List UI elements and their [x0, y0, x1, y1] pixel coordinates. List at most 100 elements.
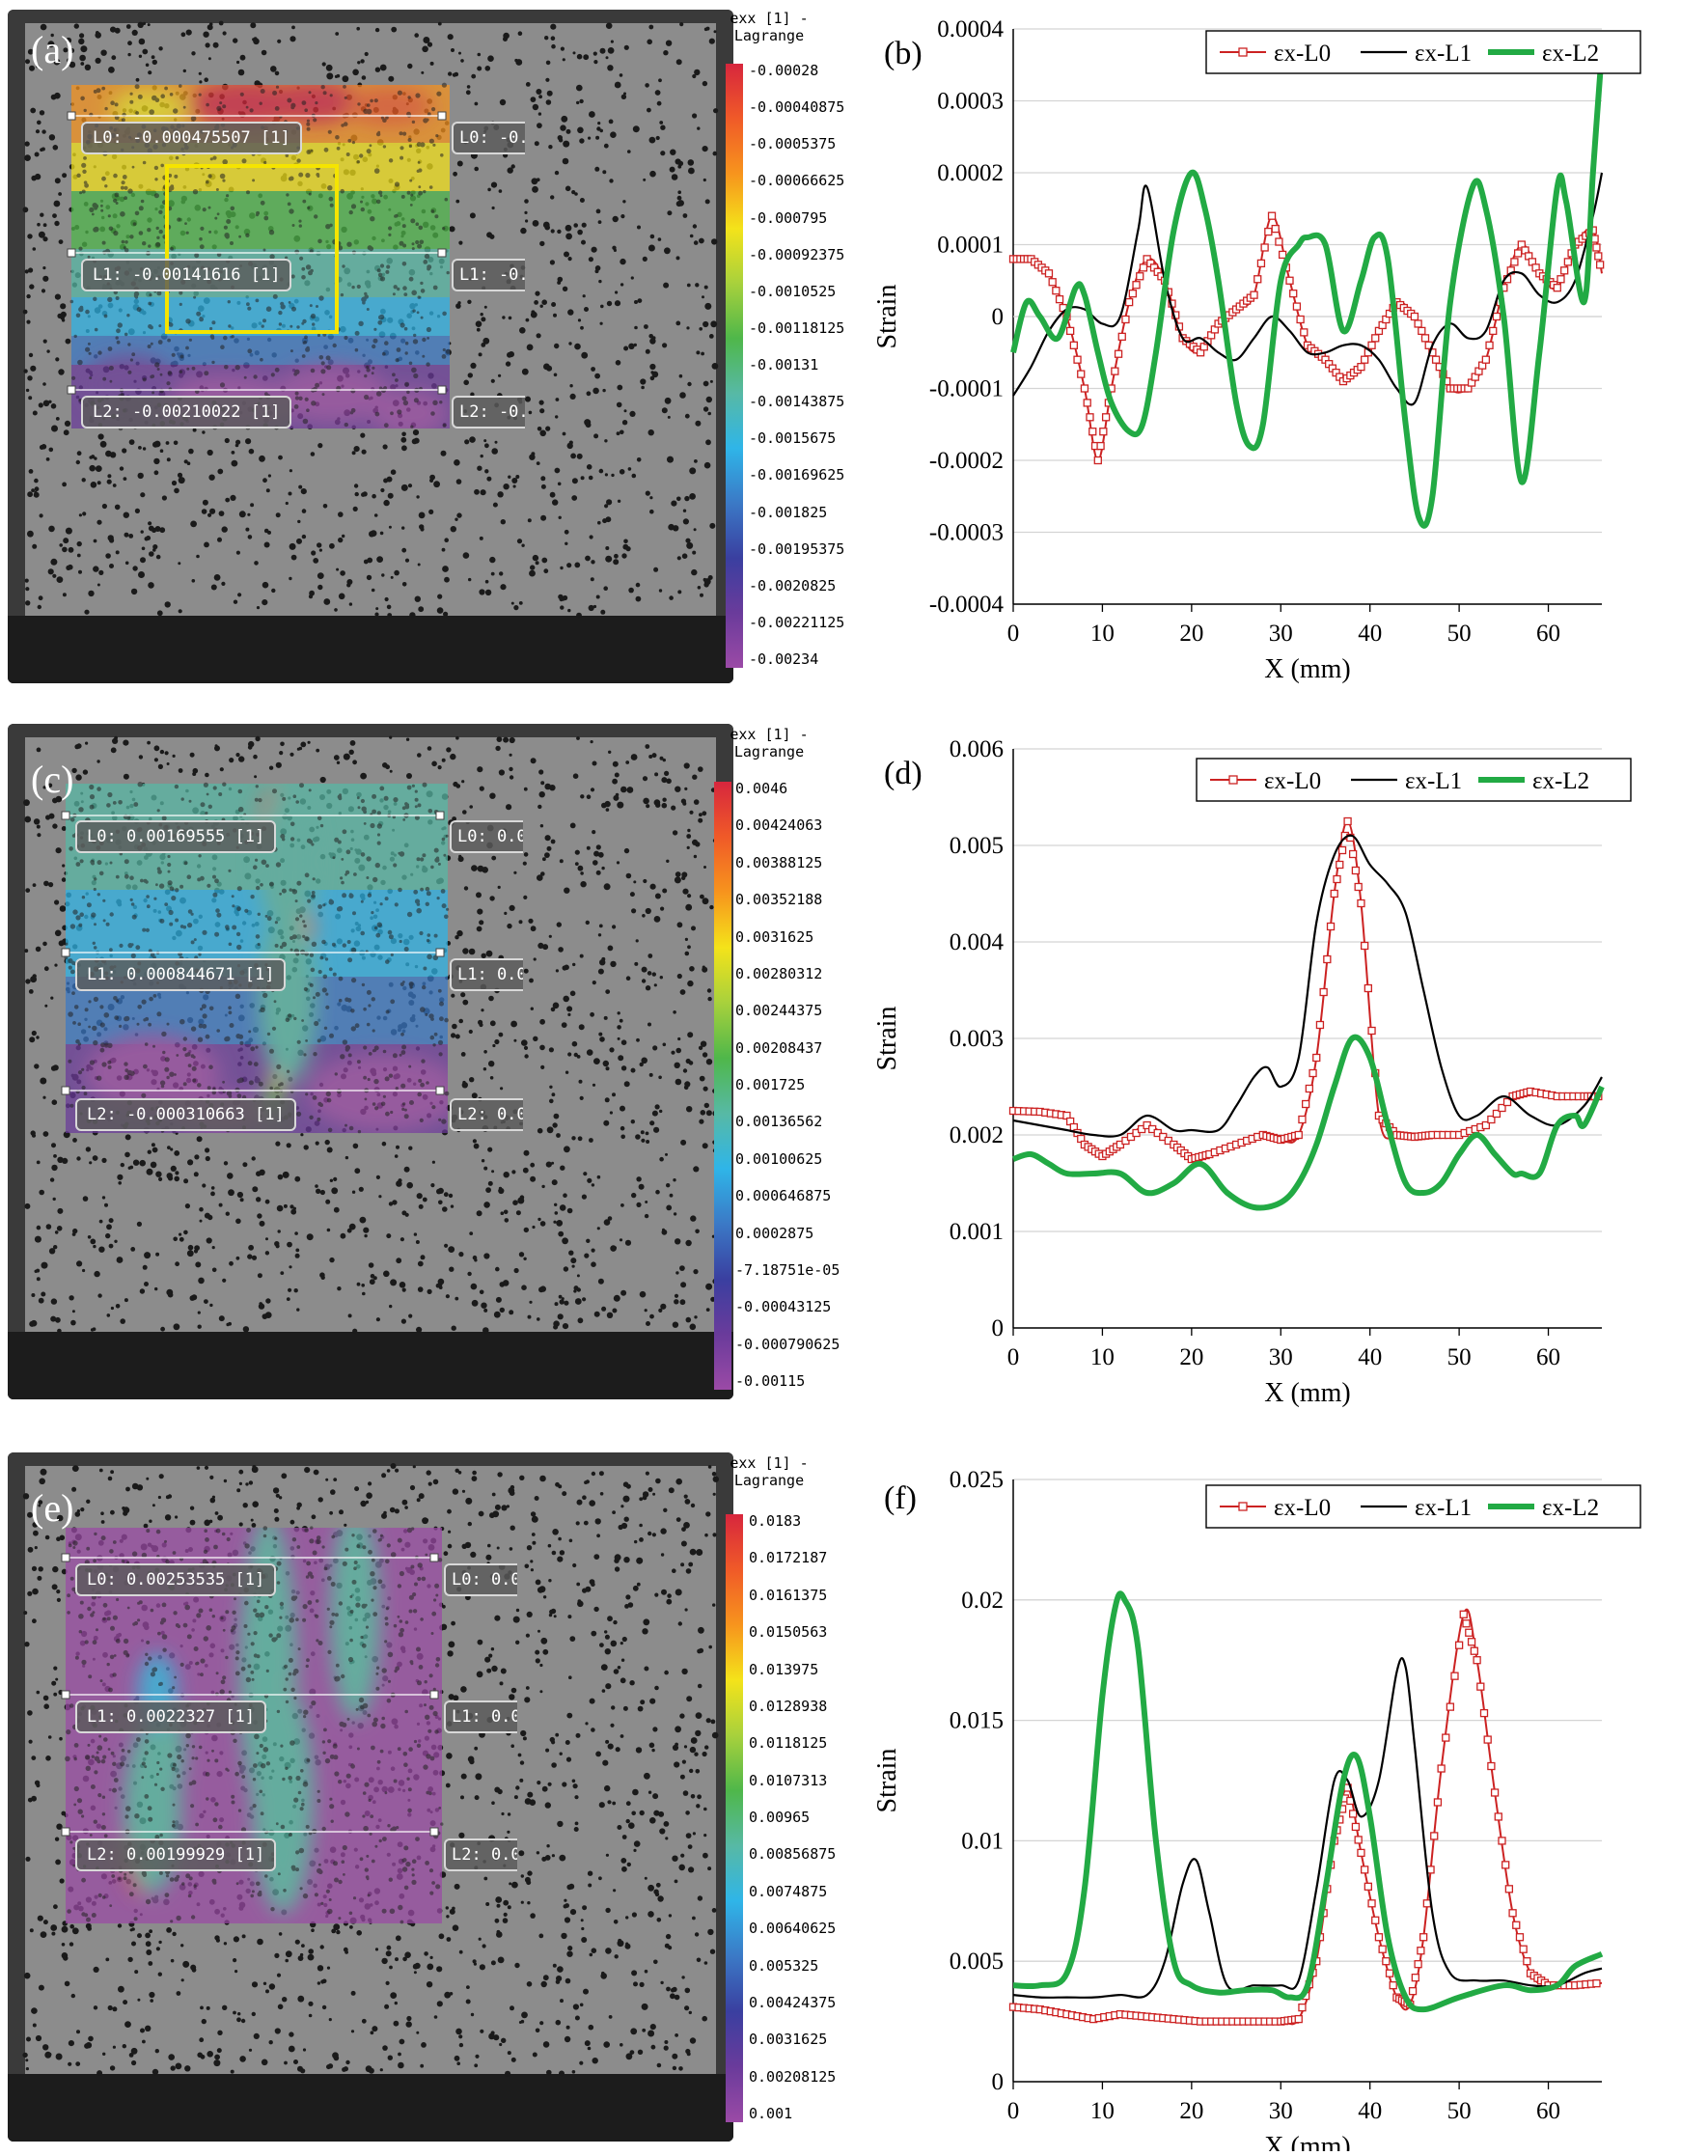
data-point — [1303, 1101, 1309, 1108]
colorbar-tick-label: 0.0031625 — [749, 2031, 827, 2048]
x-tick-label: 60 — [1536, 1344, 1560, 1370]
data-point — [1067, 327, 1074, 334]
x-tick-label: 30 — [1269, 2098, 1293, 2124]
data-point — [1112, 368, 1118, 374]
x-axis-label: X (mm) — [1264, 2132, 1350, 2151]
colorbar-tick-label: -0.00092375 — [749, 246, 844, 263]
data-point — [1290, 290, 1297, 297]
data-point — [1415, 1961, 1421, 1968]
data-point — [1316, 1022, 1323, 1029]
x-tick-label: 20 — [1179, 1344, 1203, 1370]
data-point — [1471, 1647, 1477, 1654]
colorbar-e — [726, 1514, 743, 2122]
line-handle-right — [430, 1691, 438, 1699]
data-point — [1320, 989, 1327, 996]
colorbar-tick-label: -7.18751e-05 — [735, 1261, 840, 1279]
data-point — [1103, 414, 1110, 421]
line-handle-left — [62, 812, 69, 819]
data-point — [1597, 262, 1604, 268]
colorbar-tick-label: 0.000646875 — [735, 1187, 831, 1204]
colorbar-tick-label: 0.0172187 — [749, 1549, 827, 1566]
data-point — [1362, 1866, 1368, 1873]
data-point — [1490, 327, 1497, 334]
data-point — [1118, 333, 1125, 340]
line-handle-right — [430, 1554, 438, 1562]
data-point — [1484, 1736, 1491, 1743]
legend-entry: εx-L2 — [1542, 1495, 1599, 1521]
data-point — [1045, 270, 1052, 277]
data-point — [1133, 282, 1140, 289]
data-point — [1410, 1988, 1417, 1995]
legend-entry: εx-L2 — [1532, 768, 1589, 794]
colorbar-tick-label: 0.00100625 — [735, 1150, 822, 1168]
colorbar-tick-label: -0.001825 — [749, 504, 827, 521]
y-tick-label: 0.0004 — [937, 16, 1004, 42]
panel-letter-chart: (f) — [884, 1480, 917, 1516]
colorbar-tick-label: 0.00424375 — [749, 1994, 836, 2011]
data-point — [1355, 1837, 1362, 1843]
data-point — [1438, 1765, 1445, 1772]
data-point — [1140, 264, 1146, 271]
data-point — [1495, 1813, 1501, 1820]
colorbar-tick-label: 0.00244375 — [735, 1002, 822, 1019]
legend-entry: εx-L1 — [1415, 41, 1472, 67]
colorbar-tick-label: -0.00169625 — [749, 466, 844, 484]
data-point — [1280, 251, 1286, 258]
y-tick-label: -0.0003 — [929, 520, 1004, 546]
data-point — [1482, 356, 1489, 363]
line-handle-left — [68, 112, 75, 120]
legend-marker — [1239, 1503, 1247, 1510]
data-point — [1313, 1055, 1320, 1062]
x-tick-label: 10 — [1090, 621, 1115, 647]
data-point — [1362, 943, 1368, 950]
legend-marker — [1229, 776, 1237, 784]
y-tick-label: -0.0004 — [929, 592, 1005, 618]
y-tick-label: 0.02 — [961, 1588, 1004, 1614]
data-point — [1301, 329, 1308, 336]
data-point — [1431, 1833, 1438, 1839]
data-point — [1293, 303, 1300, 310]
line-handle-right — [438, 386, 446, 394]
line-handle-left — [62, 949, 69, 956]
colorbar-tick-label: 0.0118125 — [749, 1734, 827, 1752]
data-point — [1331, 891, 1337, 898]
colorbar-tick-label: -0.00234 — [749, 650, 818, 668]
data-point — [1469, 1639, 1475, 1645]
data-point — [1364, 1883, 1371, 1890]
data-point — [1049, 279, 1056, 286]
data-point — [1094, 457, 1101, 464]
panel-letter-e: (e) — [31, 1485, 73, 1531]
series-line-εx-L0 — [1013, 1610, 1602, 2025]
data-point — [1339, 847, 1346, 854]
data-point — [1272, 226, 1279, 233]
data-point — [1344, 818, 1351, 825]
colorbar-title-line1: exx [1] - — [726, 10, 813, 27]
y-axis-label: Strain — [872, 1749, 902, 1813]
data-point — [1502, 1862, 1509, 1868]
data-point — [1299, 1117, 1306, 1123]
colorbar-tick-label: -0.00043125 — [735, 1298, 831, 1315]
line-value-label-L2: L2: -0.00210022 [1] — [81, 396, 291, 428]
data-point — [1097, 443, 1104, 450]
y-tick-label: -0.0002 — [929, 448, 1004, 474]
data-point — [1057, 296, 1063, 303]
data-point — [1122, 316, 1129, 322]
colorbar-tick-label: -0.000790625 — [735, 1336, 840, 1353]
legend-entry: εx-L0 — [1274, 41, 1331, 67]
data-point — [1593, 244, 1600, 251]
colorbar-tick-label: 0.013975 — [749, 1661, 818, 1678]
colorbar-tick-label: 0.00640625 — [749, 1920, 836, 1937]
line-value-label-L1: L1: 0.000844671 [1] — [75, 958, 286, 991]
data-point — [1422, 335, 1429, 342]
dic-heatmap-e — [8, 1452, 733, 2142]
data-point — [1368, 342, 1375, 348]
y-tick-label: 0.004 — [950, 929, 1005, 955]
x-tick-label: 20 — [1179, 621, 1203, 647]
colorbar-tick-label: 0.00136562 — [735, 1113, 822, 1130]
data-point — [1081, 385, 1088, 392]
data-point — [1420, 1934, 1427, 1941]
colorbar-title-line1: exx [1] - — [726, 1454, 813, 1472]
colorbar-tick-label: 0.001 — [749, 2105, 792, 2122]
